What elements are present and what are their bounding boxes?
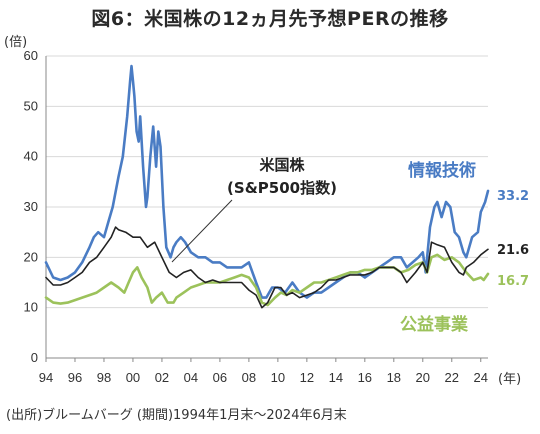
- series-name-label-2: 公益事業: [400, 314, 468, 335]
- y-tick-label: 10: [24, 300, 38, 315]
- series-lines: [44, 64, 490, 309]
- y-tick-label: 30: [24, 199, 38, 214]
- series-line-2: [44, 253, 490, 307]
- end-value-label-1: 21.6: [497, 243, 529, 258]
- x-tick-label: 02: [155, 370, 169, 385]
- series-label-leader-line: [171, 199, 233, 263]
- x-tick-label: 10: [271, 370, 285, 385]
- x-tick-label: 08: [242, 370, 256, 385]
- x-tick-label: 04: [184, 370, 198, 385]
- y-unit-label: (倍): [4, 35, 27, 50]
- series-line-1: [45, 226, 489, 309]
- x-tick-label: 20: [416, 370, 430, 385]
- x-tick-label: 14: [329, 370, 343, 385]
- y-tick-label: 20: [24, 249, 38, 264]
- x-tick-label: 06: [213, 370, 227, 385]
- gridlines: [46, 55, 488, 309]
- y-tick-label: 0: [31, 350, 38, 365]
- y-tick-label: 40: [24, 149, 38, 164]
- series-line-0: [44, 64, 490, 299]
- end-value-label-2: 16.7: [497, 274, 529, 289]
- x-tick-label: 18: [387, 370, 401, 385]
- chart-title: 図6：米国株の12ヵ月先予想PERの推移: [91, 8, 449, 30]
- series-name-label-1: 米国株(S&P500指数): [227, 156, 337, 197]
- series-name-label-0: 情報技術: [408, 160, 476, 181]
- x-tick-labels: 94 96 98 00 02 04 06 08 10 12 14 16 18 20 22 24: [39, 358, 488, 385]
- y-tick-labels: 0 10 20 30 40 50 60: [24, 48, 38, 365]
- x-tick-label: 24: [474, 370, 488, 385]
- y-tick-label: 50: [24, 98, 38, 113]
- end-value-label-0: 33.2: [497, 189, 529, 204]
- y-tick-label: 60: [24, 48, 38, 63]
- axes: [45, 56, 488, 359]
- x-tick-label: 16: [358, 370, 372, 385]
- x-tick-label: 98: [97, 370, 111, 385]
- x-tick-label: 96: [68, 370, 82, 385]
- x-tick-label: 94: [39, 370, 53, 385]
- x-tick-label: 12: [300, 370, 314, 385]
- x-unit-label: (年): [498, 372, 521, 387]
- x-tick-label: 22: [445, 370, 459, 385]
- x-tick-label: 00: [126, 370, 140, 385]
- source-note: (出所)ブルームバーグ (期間)1994年1月末～2024年6月末: [6, 408, 347, 423]
